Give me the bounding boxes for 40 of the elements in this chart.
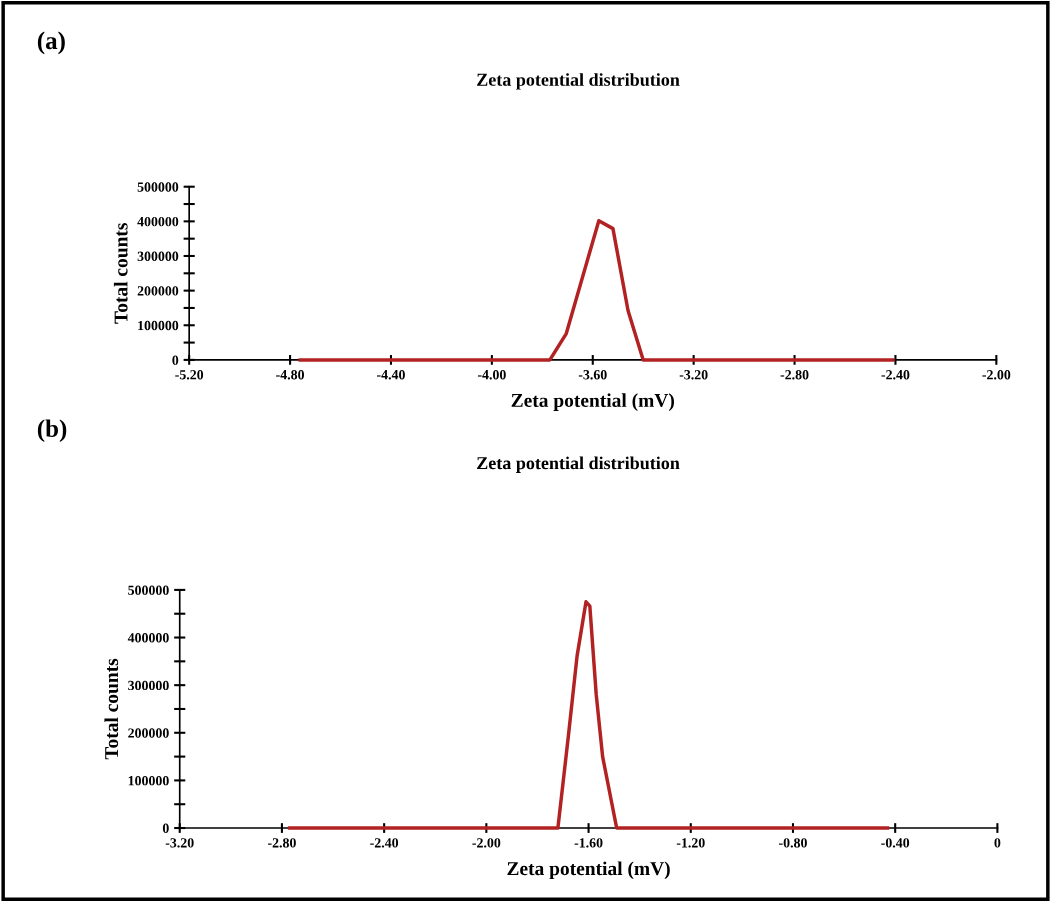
x-tick-label: -5.20	[175, 370, 204, 380]
x-tick-label: -2.40	[370, 838, 399, 848]
y-tick-label: 400000	[127, 633, 169, 643]
x-tick-label: -0.80	[779, 838, 807, 848]
y-tick-label: 400000	[137, 216, 179, 227]
x-tick-label: -2.80	[780, 370, 809, 380]
y-tick-label: 200000	[137, 286, 179, 296]
y-tick-label: 100000	[128, 775, 169, 786]
chart-title: Zeta potential distribution	[477, 456, 680, 473]
x-tick-label: -3.60	[578, 370, 607, 380]
text: (a)	[37, 31, 65, 55]
x-tick-label: -3.20	[679, 370, 708, 380]
x-tick-label: 0	[994, 838, 1001, 848]
y-tick-label: 500000	[137, 182, 179, 192]
x-tick-label: -3.20	[165, 838, 194, 848]
y-tick-label: 0	[162, 823, 169, 833]
x-tick-label: -4.00	[477, 370, 506, 380]
x-tick-label: -1.20	[676, 838, 705, 848]
x-tick-label: -2.00	[472, 838, 501, 848]
x-tick-label: -4.80	[276, 370, 305, 380]
y-tick-label: 500000	[128, 585, 169, 595]
chart-title: Zeta potential distribution	[477, 73, 680, 90]
y-tick-label: 300000	[128, 680, 169, 691]
x-axis-title: Zeta potential (mV)	[507, 861, 670, 880]
x-tick-label: -2.80	[267, 838, 296, 848]
x-tick-label: -4.40	[377, 370, 405, 380]
x-tick-label: -2.40	[881, 370, 910, 380]
line-series	[287, 600, 890, 830]
x-tick-label: -1.60	[574, 838, 603, 848]
y-tick-label: 0	[172, 355, 179, 365]
y-tick-label: 200000	[128, 728, 169, 738]
y-tick-label: 100000	[138, 320, 179, 331]
x-tick-label: -2.00	[982, 370, 1011, 380]
y-axis-title: Total counts	[104, 658, 119, 760]
x-axis-title: Zeta potential (mV)	[511, 393, 674, 411]
y-axis-title: Total counts	[113, 223, 128, 324]
y-tick-label: 300000	[137, 251, 179, 261]
line-series	[298, 218, 895, 362]
x-tick-label: -0.40	[881, 838, 910, 848]
text: (b)	[37, 419, 67, 443]
